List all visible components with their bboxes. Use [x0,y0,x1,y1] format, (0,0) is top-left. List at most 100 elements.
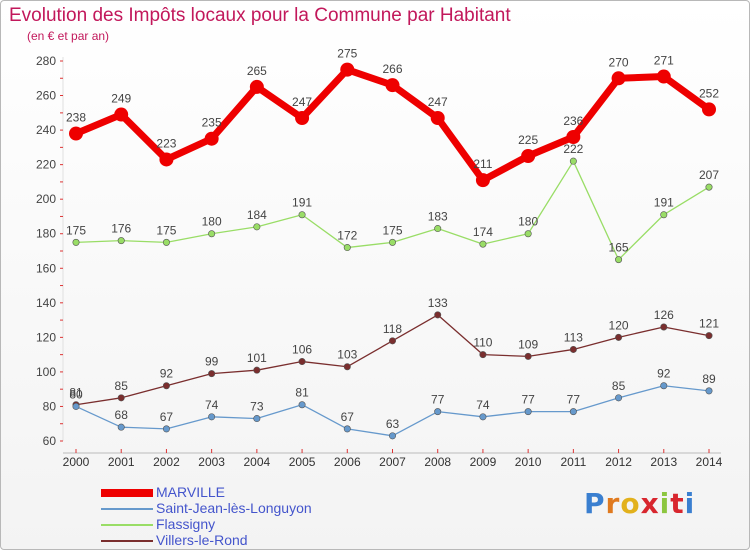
brand-letter: i [684,487,696,520]
y-tick-label: 140 [36,296,56,310]
data-label: 180 [202,215,222,229]
data-label: 92 [657,367,671,381]
data-label: 126 [654,308,674,322]
data-label: 180 [518,215,538,229]
brand-logo: Proxiti [584,487,695,520]
brand-letter: x [640,487,660,520]
x-tick-label: 2002 [153,455,180,469]
data-point [521,149,536,163]
data-point [569,345,577,353]
data-point [524,230,532,238]
data-label: 81 [69,386,83,400]
data-label: 77 [567,393,581,407]
x-tick-label: 2008 [424,455,451,469]
y-tick-label: 120 [36,330,56,344]
data-label: 252 [699,86,719,100]
data-point [162,425,170,433]
data-label: 133 [428,296,448,310]
legend-item-saint-jean: Saint-Jean-lès-Longuyon [101,500,361,517]
data-point [72,238,80,246]
chart-title: Evolution des Impôts locaux pour la Comm… [9,5,511,26]
data-point [566,130,581,144]
data-label: 176 [111,222,131,236]
brand-letter: i [659,487,671,520]
data-point [611,71,626,86]
data-label: 207 [699,168,719,182]
data-label: 74 [205,398,219,412]
data-point [208,370,216,378]
data-label: 174 [473,225,493,239]
legend-item-flassigny: Flassigny [101,516,361,533]
data-point [569,157,577,165]
legend: MARVILLE Saint-Jean-lès-Longuyon Flassig… [101,484,361,549]
data-point [660,323,668,331]
data-label: 236 [563,114,583,128]
legend-item-villers: Villers-le-Rond [101,532,361,549]
data-point [705,183,713,191]
data-point [208,413,216,421]
data-label: 68 [115,408,129,422]
legend-swatch-saint-jean [101,508,153,510]
y-tick-label: 180 [36,227,56,241]
data-label: 121 [699,317,719,331]
data-label: 172 [337,229,357,243]
data-label: 222 [563,142,583,156]
data-label: 85 [612,379,626,393]
data-label: 67 [160,410,174,424]
data-label: 191 [292,196,312,210]
data-point [524,408,532,416]
data-point [475,173,490,188]
data-point [72,402,80,410]
legend-item-marville: MARVILLE [101,484,361,501]
data-label: 175 [66,223,86,237]
data-label: 271 [654,54,674,68]
data-point [249,79,264,94]
data-point [208,230,216,238]
data-point [117,394,125,402]
y-tick-label: 60 [43,434,57,448]
brand-letter: o [620,487,641,520]
x-tick-label: 2012 [605,455,632,469]
data-point [615,256,623,264]
x-tick-label: 2010 [515,455,542,469]
data-point [117,423,125,431]
y-tick-label: 100 [36,365,56,379]
data-label: 165 [609,241,629,255]
x-tick-label: 2005 [289,455,316,469]
data-point [656,69,671,84]
data-label: 175 [156,223,176,237]
data-label: 89 [702,372,716,386]
data-label: 77 [521,393,535,407]
legend-swatch-flassigny [101,524,153,526]
y-tick-label: 80 [43,399,57,413]
data-point [660,382,668,390]
y-tick-label: 260 [36,89,56,103]
x-tick-label: 2004 [244,455,271,469]
data-label: 223 [156,136,176,150]
data-label: 184 [247,208,267,222]
data-label: 211 [473,157,492,171]
legend-label-saint-jean: Saint-Jean-lès-Longuyon [156,500,312,516]
data-point [479,240,487,248]
data-label: 99 [205,355,219,369]
data-point [253,223,261,231]
data-point [162,238,170,246]
data-point [340,62,355,77]
data-point [298,358,306,366]
data-point [434,225,442,233]
data-label: 101 [247,351,267,365]
data-point [430,111,445,125]
x-tick-label: 2000 [63,455,90,469]
data-point [343,425,351,433]
data-label: 81 [295,386,309,400]
data-label: 74 [476,398,490,412]
data-label: 113 [564,330,583,344]
data-label: 92 [160,367,174,381]
data-label: 73 [250,400,264,414]
data-point [298,211,306,219]
legend-label-villers: Villers-le-Rond [156,532,248,548]
data-label: 63 [386,417,400,431]
legend-label-flassigny: Flassigny [156,516,216,532]
data-label: 120 [609,318,629,332]
